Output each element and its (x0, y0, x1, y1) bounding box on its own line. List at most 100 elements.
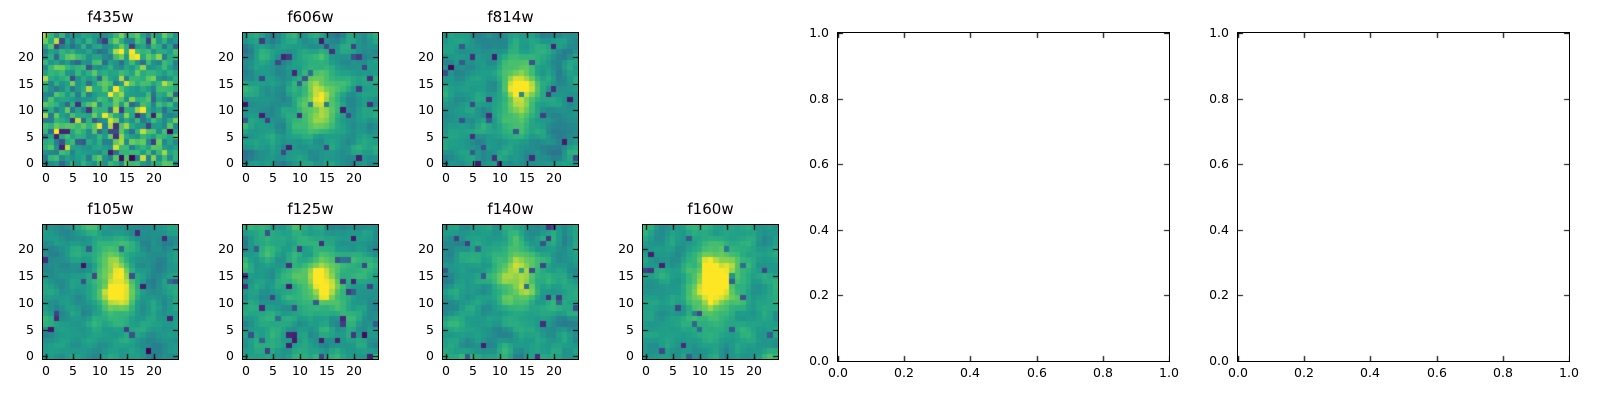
tick-label: 10 (492, 170, 508, 185)
axes-empty-1: 0.0 0.2 0.4 0.6 0.8 1.0 0.0 0.2 0.4 0.6 0.8 1.0 (809, 26, 1179, 380)
axes-f125w: f125w 0 5 10 15 20 0 5 10 15 20 (218, 200, 379, 378)
tick-label: 15 (519, 363, 535, 378)
axes-title-f160w: f160w (687, 200, 734, 218)
axes-title-f125w: f125w (287, 200, 334, 218)
tick-label: 5 (669, 363, 677, 378)
tick-label: 0 (442, 170, 450, 185)
tick-label: 0.4 (960, 365, 980, 380)
tick-label: 0 (26, 348, 34, 363)
tick-label: 15 (719, 363, 735, 378)
heatmap-canvas-f435w (42, 32, 179, 167)
tick-label: 5 (269, 170, 277, 185)
tick-label: 15 (418, 76, 434, 91)
axes-empty-2: 0.0 0.2 0.4 0.6 0.8 1.0 0.0 0.2 0.4 0.6 0.8 1.0 (1209, 26, 1579, 380)
tick-label: 5 (269, 363, 277, 378)
tick-label: 15 (218, 76, 234, 91)
tick-label: 0.4 (1360, 365, 1380, 380)
empty-axes-canvas-2 (1237, 32, 1570, 362)
tick-label: 0.0 (1228, 365, 1248, 380)
axes-title-f140w: f140w (487, 200, 534, 218)
tick-label: 20 (746, 363, 762, 378)
tick-label: 15 (18, 76, 34, 91)
tick-label: 15 (418, 268, 434, 283)
tick-label: 20 (546, 170, 562, 185)
tick-label: 10 (418, 295, 434, 310)
tick-label: 5 (69, 170, 77, 185)
tick-label: 5 (469, 363, 477, 378)
tick-label: 0 (642, 363, 650, 378)
empty-axes-canvas-1 (837, 32, 1170, 362)
tick-label: 1.0 (1159, 365, 1179, 380)
tick-label: 0 (442, 363, 450, 378)
tick-label: 0.6 (1209, 156, 1229, 171)
tick-label: 10 (92, 363, 108, 378)
tick-label: 15 (519, 170, 535, 185)
tick-label: 0 (426, 348, 434, 363)
tick-label: 20 (18, 49, 34, 64)
tick-label: 0.2 (809, 287, 829, 302)
tick-label: 15 (319, 363, 335, 378)
tick-label: 0 (242, 363, 250, 378)
tick-label: 0 (242, 170, 250, 185)
tick-label: 20 (346, 363, 362, 378)
heatmap-canvas-f606w (242, 32, 379, 167)
tick-label: 10 (292, 363, 308, 378)
tick-label: 10 (92, 170, 108, 185)
tick-label: 0.2 (894, 365, 914, 380)
tick-label: 5 (469, 170, 477, 185)
tick-label: 10 (18, 295, 34, 310)
axes-title-f105w: f105w (87, 200, 134, 218)
tick-label: 0 (226, 155, 234, 170)
tick-label: 0 (42, 170, 50, 185)
tick-label: 5 (226, 129, 234, 144)
axes-f814w: f814w 0 5 10 15 20 0 5 10 15 20 (418, 8, 579, 185)
tick-label: 20 (146, 363, 162, 378)
tick-label: 0.4 (1209, 222, 1229, 237)
tick-label: 20 (346, 170, 362, 185)
heatmap-canvas-f125w (242, 224, 379, 360)
tick-label: 5 (426, 129, 434, 144)
tick-label: 0.4 (809, 222, 829, 237)
tick-label: 5 (626, 322, 634, 337)
tick-label: 1.0 (809, 25, 829, 40)
tick-label: 0 (426, 155, 434, 170)
tick-label: 1.0 (1559, 365, 1579, 380)
tick-label: 0.6 (1427, 365, 1447, 380)
axes-f105w: f105w 0 5 10 15 20 0 5 10 15 20 (18, 200, 179, 378)
axes-f435w: f435w 0 5 10 15 20 0 5 10 15 20 (18, 8, 179, 185)
axes-title-f435w: f435w (87, 8, 134, 26)
tick-label: 0.8 (1493, 365, 1513, 380)
tick-label: 0 (42, 363, 50, 378)
tick-label: 0.0 (1209, 353, 1229, 368)
tick-label: 0.6 (809, 156, 829, 171)
tick-label: 20 (18, 241, 34, 256)
tick-label: 5 (69, 363, 77, 378)
heatmap-canvas-f105w (42, 224, 179, 360)
tick-label: 0.6 (1027, 365, 1047, 380)
tick-label: 10 (18, 102, 34, 117)
tick-label: 0 (626, 348, 634, 363)
tick-label: 0.2 (1294, 365, 1314, 380)
tick-label: 0.0 (809, 353, 829, 368)
tick-label: 20 (618, 241, 634, 256)
tick-label: 10 (492, 363, 508, 378)
axes-title-f606w: f606w (287, 8, 334, 26)
tick-label: 10 (618, 295, 634, 310)
axes-f160w: f160w 0 5 10 15 20 0 5 10 15 20 (618, 200, 779, 378)
heatmap-canvas-f140w (442, 224, 579, 360)
tick-label: 5 (26, 322, 34, 337)
tick-label: 5 (226, 322, 234, 337)
tick-label: 10 (692, 363, 708, 378)
tick-label: 20 (546, 363, 562, 378)
tick-label: 0.8 (1093, 365, 1113, 380)
tick-label: 1.0 (1209, 25, 1229, 40)
tick-label: 15 (119, 170, 135, 185)
tick-label: 15 (18, 268, 34, 283)
tick-label: 15 (218, 268, 234, 283)
tick-label: 20 (218, 241, 234, 256)
tick-label: 0 (26, 155, 34, 170)
tick-label: 10 (418, 102, 434, 117)
heatmap-canvas-f814w (442, 32, 579, 167)
tick-label: 10 (218, 102, 234, 117)
